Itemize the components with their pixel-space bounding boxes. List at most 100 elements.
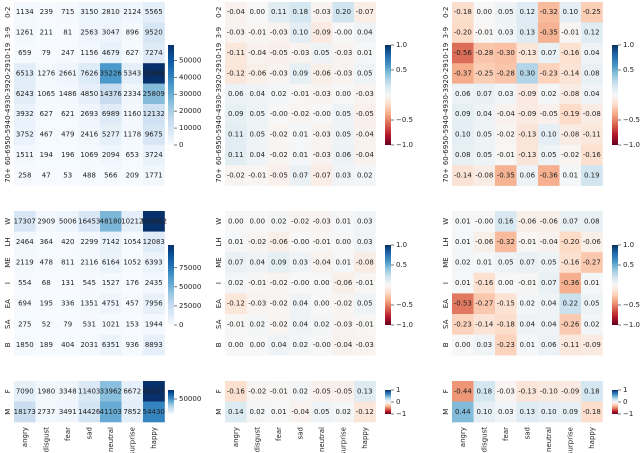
cell-label: -0.03 xyxy=(313,8,331,16)
cell-label: 2116 xyxy=(80,259,98,267)
cell-label: -0.01 xyxy=(518,238,536,246)
heatmap-cell xyxy=(78,144,101,166)
cell-label: -0.12 xyxy=(356,408,374,416)
heatmap-cell xyxy=(354,144,376,166)
heatmap-cell xyxy=(559,42,582,64)
heatmap-cell xyxy=(14,63,36,84)
heatmap-cell xyxy=(559,401,582,423)
colorbar-tick-label: 0.5 xyxy=(623,261,634,269)
row-label: LH xyxy=(4,237,12,246)
cell-label: 0.02 xyxy=(455,259,471,267)
heatmap-cell xyxy=(495,211,517,232)
heatmap-cell xyxy=(57,83,79,105)
cell-label: 0.05 xyxy=(498,259,514,267)
cell-label: 8893 xyxy=(145,341,163,349)
heatmap-cell xyxy=(581,22,603,44)
cell-label: -0.00 xyxy=(334,29,352,37)
cell-label: 0.06 xyxy=(228,90,244,98)
row-label: 50-59 xyxy=(442,124,450,144)
heatmap-cell xyxy=(143,211,165,232)
x-tick-label: surprise xyxy=(339,427,347,453)
colorbar-tick-label: 40000 xyxy=(179,73,201,81)
x-tick-label: happy xyxy=(361,427,369,449)
x-tick-label: surprise xyxy=(128,427,136,453)
cell-label: 0.18 xyxy=(476,387,492,395)
heatmap-panel: 0-2 -0.18 0.00 0.05 0.12 -0.32 0.10 -0.25 3-9 -0.… xyxy=(442,2,640,186)
cell-label: 0.07 xyxy=(476,90,492,98)
cell-label: -0.06 xyxy=(518,217,537,225)
cell-label: 0.00 xyxy=(476,8,492,16)
heatmap-cell xyxy=(100,293,122,315)
colorbar-tick-label: −1.0 xyxy=(623,141,640,149)
row-label: SA xyxy=(442,319,450,329)
cell-label: 0.02 xyxy=(584,320,600,328)
cell-label: -0.00 xyxy=(270,110,288,118)
cell-label: 0.05 xyxy=(249,110,265,118)
cell-label: -0.16 xyxy=(561,259,580,267)
cell-label: 0.08 xyxy=(584,69,600,77)
heatmap-cell xyxy=(121,104,144,125)
cell-label: -0.04 xyxy=(334,341,353,349)
cell-label: 336 xyxy=(61,300,75,308)
heatmap-cell xyxy=(121,63,144,84)
cell-label: 1178 xyxy=(123,131,141,139)
cell-label: 2124 xyxy=(123,8,141,16)
cell-label: -0.35 xyxy=(540,29,558,37)
heatmap-cell xyxy=(516,211,539,232)
cell-label: 0.30 xyxy=(519,69,535,77)
heatmap-cell xyxy=(225,104,247,125)
cell-label: 4850 xyxy=(80,90,98,98)
cell-label: 0.01 xyxy=(519,341,535,349)
cell-label: -0.00 xyxy=(475,217,493,225)
heatmap-cell xyxy=(57,272,79,294)
heatmap-cell xyxy=(100,272,122,294)
heatmap-cell xyxy=(516,2,539,23)
cell-label: 14376 xyxy=(100,90,123,98)
heatmap-cell xyxy=(332,334,355,356)
heatmap-cell xyxy=(452,2,474,23)
cell-label: 2435 xyxy=(145,279,163,287)
cell-label: -0.02 xyxy=(334,300,352,308)
cell-label: 68 xyxy=(42,279,51,287)
heatmap-cell xyxy=(121,272,144,294)
heatmap-cell xyxy=(121,314,144,335)
cell-label: 7090 xyxy=(16,387,34,395)
cell-label: -0.02 xyxy=(227,171,245,179)
heatmap-cell xyxy=(452,104,474,125)
heatmap-cell xyxy=(354,104,376,125)
cell-label: 0.02 xyxy=(228,279,244,287)
row-label: W xyxy=(442,218,450,225)
cell-label: 0.01 xyxy=(455,238,471,246)
heatmap-cell xyxy=(143,334,165,356)
cell-label: 0.00 xyxy=(249,8,265,16)
cell-label: 131 xyxy=(61,279,74,287)
cell-label: -0.23 xyxy=(454,320,472,328)
heatmap-cell xyxy=(143,231,165,253)
heatmap-cell xyxy=(354,314,376,335)
heatmap-cell xyxy=(14,211,36,232)
heatmap-cell xyxy=(246,252,269,274)
heatmap-cell xyxy=(495,22,517,44)
heatmap-cell xyxy=(559,104,582,125)
heatmap-cell xyxy=(311,211,333,232)
colorbar-tick-label: 25000 xyxy=(179,302,201,310)
x-tick-label: disgust xyxy=(42,427,50,453)
cell-label: 0.00 xyxy=(249,341,265,349)
row-label: 60-69 xyxy=(4,145,12,165)
cell-label: 0.11 xyxy=(228,151,244,159)
x-tick-label: neutral xyxy=(545,427,553,452)
cell-label: -0.28 xyxy=(475,49,493,57)
cell-label: -0.36 xyxy=(540,171,559,179)
cell-label: 659 xyxy=(18,49,31,57)
heatmap-cell xyxy=(35,334,58,356)
heatmap-cell xyxy=(121,381,144,402)
cell-label: -0.13 xyxy=(518,131,536,139)
cell-label: -0.00 xyxy=(313,110,331,118)
cell-label: 1527 xyxy=(102,279,120,287)
cell-label: 0.07 xyxy=(519,259,535,267)
heatmap-cell xyxy=(332,231,355,253)
cell-label: -0.06 xyxy=(475,238,494,246)
heatmap-cell xyxy=(452,83,474,105)
heatmap-cell xyxy=(246,334,269,356)
